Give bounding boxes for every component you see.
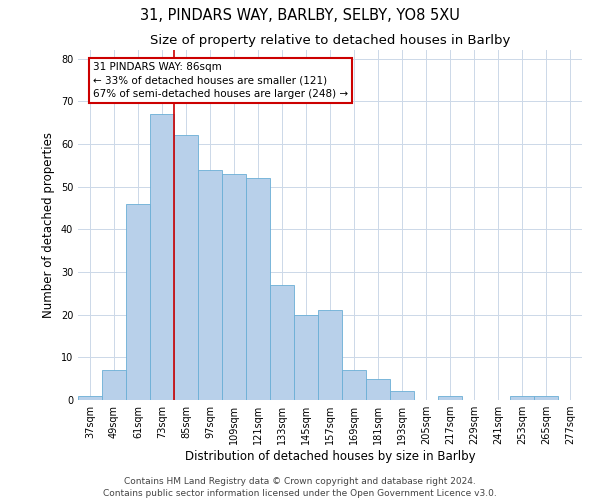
Bar [342, 370, 366, 400]
Bar [78, 396, 102, 400]
Bar [438, 396, 462, 400]
Bar [174, 136, 198, 400]
Text: 31, PINDARS WAY, BARLBY, SELBY, YO8 5XU: 31, PINDARS WAY, BARLBY, SELBY, YO8 5XU [140, 8, 460, 22]
Bar [246, 178, 270, 400]
Bar [534, 396, 558, 400]
Bar [294, 314, 318, 400]
Bar [390, 392, 414, 400]
Bar [102, 370, 126, 400]
Bar [270, 285, 294, 400]
X-axis label: Distribution of detached houses by size in Barlby: Distribution of detached houses by size … [185, 450, 475, 463]
Text: Contains HM Land Registry data © Crown copyright and database right 2024.
Contai: Contains HM Land Registry data © Crown c… [103, 476, 497, 498]
Bar [150, 114, 174, 400]
Bar [222, 174, 246, 400]
Text: 31 PINDARS WAY: 86sqm
← 33% of detached houses are smaller (121)
67% of semi-det: 31 PINDARS WAY: 86sqm ← 33% of detached … [93, 62, 348, 98]
Bar [198, 170, 222, 400]
Bar [318, 310, 342, 400]
Title: Size of property relative to detached houses in Barlby: Size of property relative to detached ho… [150, 34, 510, 48]
Y-axis label: Number of detached properties: Number of detached properties [42, 132, 55, 318]
Bar [126, 204, 150, 400]
Bar [366, 378, 390, 400]
Bar [510, 396, 534, 400]
